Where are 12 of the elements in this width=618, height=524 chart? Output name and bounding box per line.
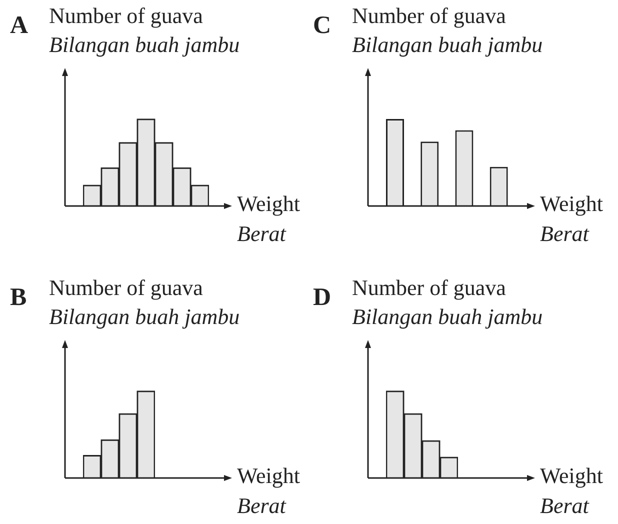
y-axis-title: Number of guava Bilangan buah jambu [352, 274, 543, 331]
x-axis-title: Weight Berat [237, 190, 300, 248]
y-axis-title: Number of guava Bilangan buah jambu [49, 2, 240, 59]
x-axis-title: Weight Berat [237, 462, 300, 520]
y-axis-title: Number of guava Bilangan buah jambu [352, 2, 543, 59]
y-axis-title: Number of guava Bilangan buah jambu [49, 274, 240, 331]
chart-title: C [313, 12, 332, 40]
chart-title: D [313, 284, 332, 312]
chart-title: A [10, 12, 28, 40]
x-axis-title: Weight Berat [540, 190, 603, 248]
chart-title: B [10, 284, 27, 312]
x-axis-title: Weight Berat [540, 462, 603, 520]
